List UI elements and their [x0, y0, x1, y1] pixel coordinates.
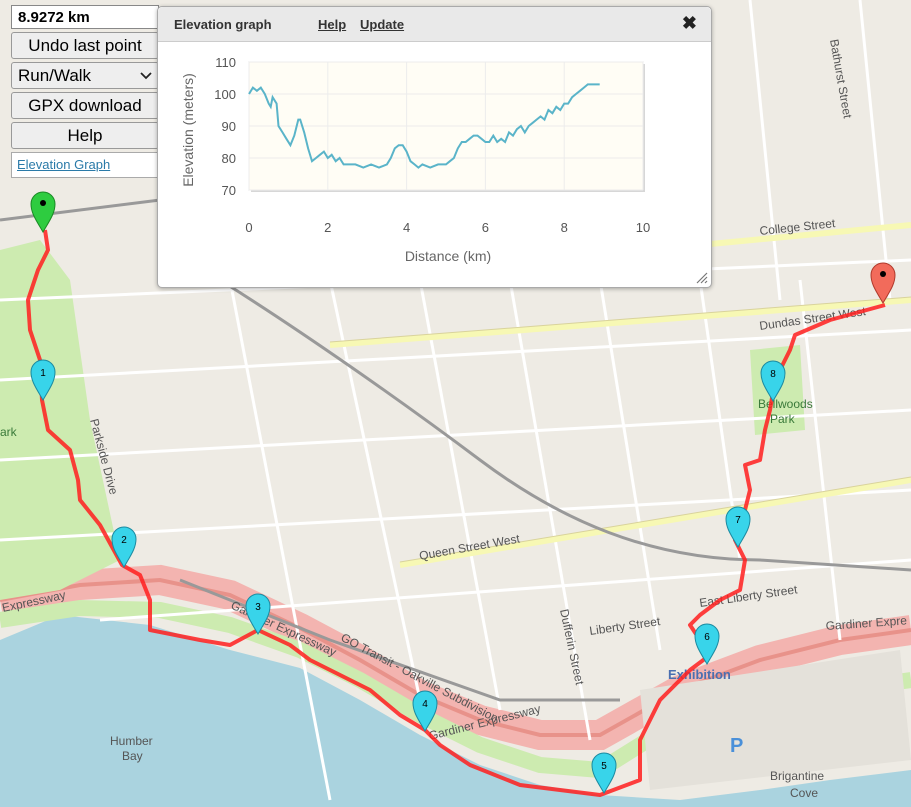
- elevation-panel-header[interactable]: Elevation graph Help Update ✖: [158, 7, 711, 42]
- resize-handle-icon[interactable]: [696, 272, 708, 284]
- svg-text:5: 5: [601, 761, 607, 772]
- y-tick-label: 100: [214, 87, 236, 102]
- waypoint-marker-8[interactable]: 8: [760, 360, 786, 402]
- waypoint-marker-4[interactable]: 4: [412, 690, 438, 732]
- svg-text:7: 7: [735, 515, 741, 526]
- svg-text:Bay: Bay: [122, 749, 143, 763]
- x-tick-label: 4: [403, 220, 410, 235]
- distance-readout: 8.9272 km: [11, 5, 159, 29]
- waypoint-marker-1[interactable]: 1: [30, 359, 56, 401]
- svg-text:6: 6: [704, 632, 710, 643]
- svg-text:Humber: Humber: [110, 734, 153, 748]
- svg-text:Cove: Cove: [790, 786, 818, 800]
- y-tick-label: 80: [222, 151, 236, 166]
- svg-text:ark: ark: [0, 425, 18, 439]
- elevation-panel: Elevation graph Help Update ✖ 70 80 90 100 1…: [157, 6, 712, 288]
- svg-text:3: 3: [255, 602, 261, 613]
- svg-text:4: 4: [422, 699, 428, 710]
- svg-text:8: 8: [770, 369, 776, 380]
- waypoint-marker-3[interactable]: 3: [245, 593, 271, 635]
- start-marker[interactable]: [30, 191, 56, 233]
- end-marker[interactable]: [870, 262, 896, 304]
- route-line: [26, 229, 886, 797]
- x-axis-label: Distance (km): [405, 248, 491, 264]
- y-tick-label: 90: [222, 119, 236, 134]
- help-button[interactable]: Help: [11, 122, 159, 149]
- x-tick-label: 0: [245, 220, 252, 235]
- svg-text:Gardiner Expre: Gardiner Expre: [825, 613, 907, 633]
- elevation-graph-link-box: Elevation Graph: [11, 152, 159, 178]
- elevation-series-line: [248, 83, 600, 169]
- elevation-chart: 70 80 90 100 110 0 2 4 6 8 10 Distance (km) Elevat…: [180, 55, 650, 264]
- waypoint-marker-5[interactable]: 5: [591, 752, 617, 794]
- svg-text:P: P: [730, 735, 743, 757]
- undo-last-point-button[interactable]: Undo last point: [11, 32, 159, 59]
- y-tick-label: 110: [215, 55, 236, 70]
- svg-text:Brigantine: Brigantine: [770, 769, 824, 783]
- waypoint-marker-6[interactable]: 6: [694, 623, 720, 665]
- x-tick-label: 6: [482, 220, 489, 235]
- waypoint-marker-2[interactable]: 2: [111, 526, 137, 568]
- elevation-update-link[interactable]: Update: [360, 17, 405, 32]
- chevron-down-icon: [140, 71, 152, 79]
- elevation-panel-title: Elevation graph: [174, 17, 272, 32]
- mode-select-value: Run/Walk: [18, 66, 92, 85]
- route-controls: 8.9272 km Undo last point Run/Walk GPX d…: [11, 5, 159, 178]
- mode-select[interactable]: Run/Walk: [11, 62, 159, 89]
- x-tick-label: 8: [561, 220, 568, 235]
- svg-text:1: 1: [40, 368, 46, 379]
- gpx-download-button[interactable]: GPX download: [11, 92, 159, 119]
- x-tick-label: 2: [324, 220, 331, 235]
- elevation-help-link[interactable]: Help: [318, 17, 347, 32]
- x-tick-label: 10: [636, 220, 650, 235]
- waypoint-marker-7[interactable]: 7: [725, 506, 751, 548]
- svg-text:Park: Park: [770, 412, 796, 426]
- elevation-graph-link[interactable]: Elevation Graph: [17, 157, 111, 172]
- y-tick-label: 70: [222, 183, 236, 198]
- svg-text:Bellwoods: Bellwoods: [758, 397, 813, 411]
- svg-text:2: 2: [121, 535, 127, 546]
- close-icon[interactable]: ✖: [681, 13, 697, 33]
- y-axis-label: Elevation (meters): [180, 73, 196, 187]
